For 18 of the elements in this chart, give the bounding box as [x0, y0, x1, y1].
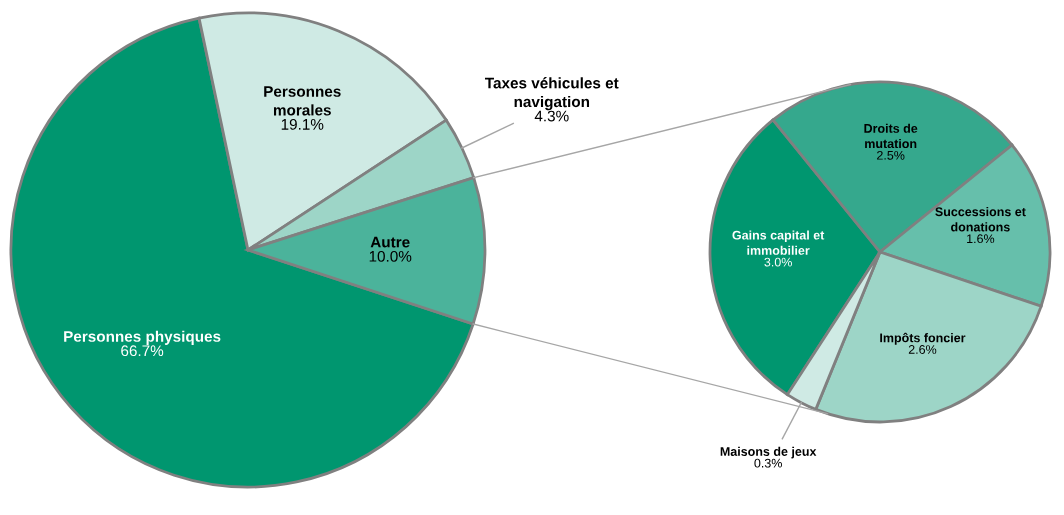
slice-label: Successions et donations	[935, 207, 1026, 232]
data-label: 19.1%	[281, 118, 324, 130]
data-label: 2.6%	[908, 345, 937, 354]
slice-label: Taxes véhicules et navigation	[484, 77, 619, 111]
slice-label: Gains capital et immobilier	[732, 230, 825, 255]
data-label: 10.0%	[369, 250, 412, 262]
slice-label: Personnes morales	[264, 86, 341, 116]
data-label: 1.6%	[967, 234, 995, 244]
data-label: 2.5%	[877, 150, 905, 160]
data-label: 66.7%	[121, 345, 164, 357]
data-label: 4.3%	[534, 110, 569, 122]
slice-label: Autre	[370, 236, 410, 248]
slice-label: Maisons de jeux	[720, 446, 817, 459]
slice-label: Droits de mutation	[864, 123, 918, 149]
slice-label: Impôts foncier	[880, 332, 966, 345]
data-label: 3.0%	[764, 257, 792, 267]
slice-label: Personnes physiques	[64, 330, 221, 345]
data-label: 0.3%	[754, 458, 782, 468]
